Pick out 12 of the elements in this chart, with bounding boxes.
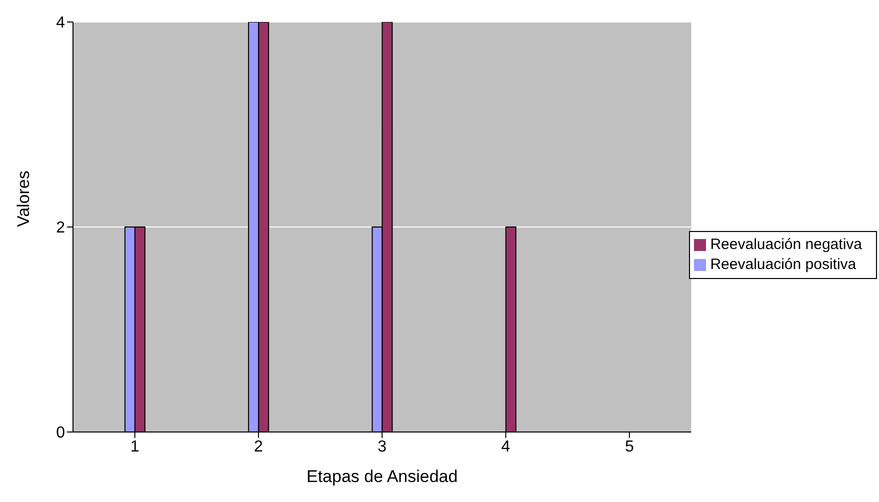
- x-tick-label: 3: [378, 438, 387, 456]
- x-tick-label: 1: [130, 438, 140, 456]
- y-axis-title: Valores: [14, 170, 34, 227]
- x-axis-title: Etapas de Ansiedad: [306, 467, 458, 486]
- y-tick-label: 2: [56, 220, 66, 237]
- y-tick-label: 4: [56, 14, 66, 32]
- legend-label: Reevaluación negativa: [710, 236, 862, 253]
- y-tick-label: 0: [56, 424, 66, 442]
- x-tick-label: 2: [254, 438, 264, 456]
- x-tick-label: 4: [501, 438, 510, 456]
- x-tick-label: 5: [624, 438, 634, 456]
- legend-label: Reevaluación positiva: [710, 256, 856, 273]
